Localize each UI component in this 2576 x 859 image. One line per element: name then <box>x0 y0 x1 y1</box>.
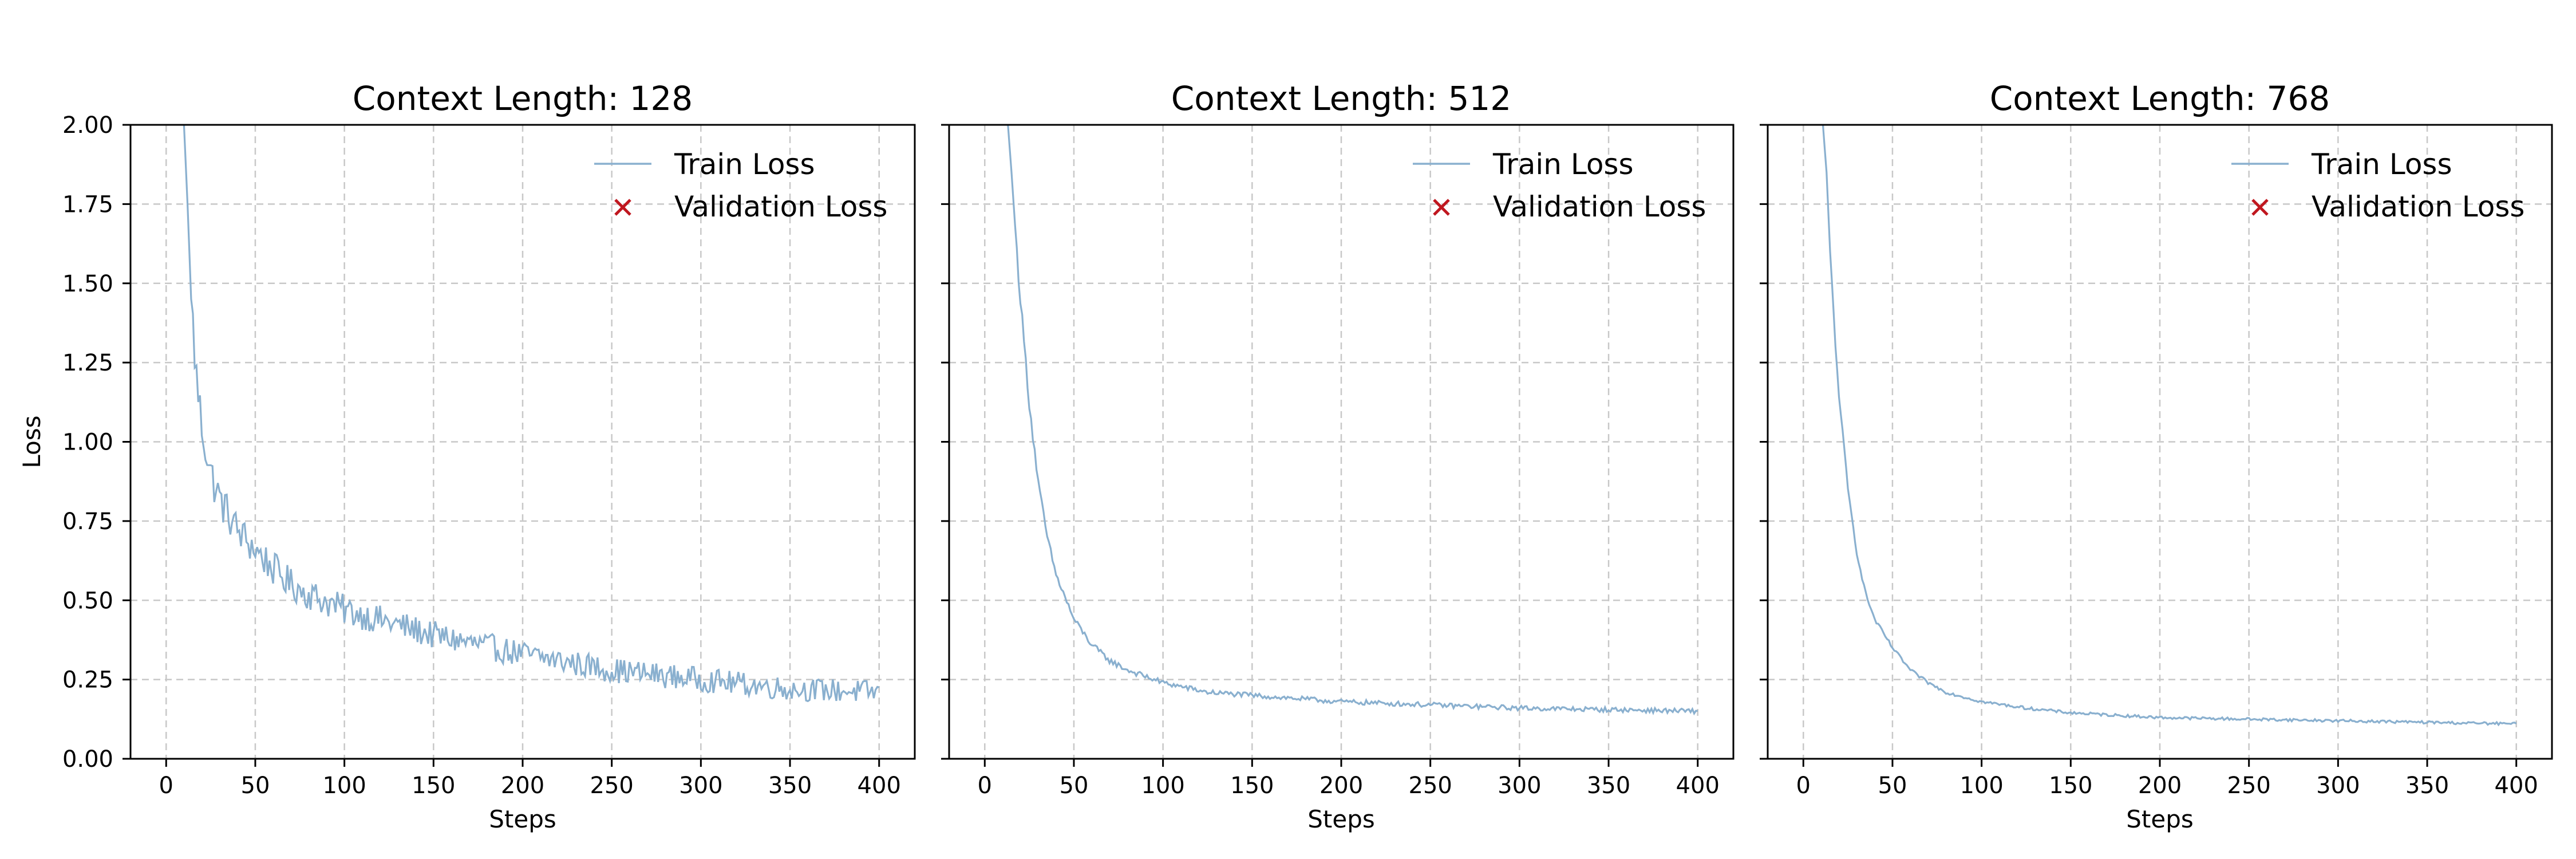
x-axis-label: Steps <box>2126 805 2194 833</box>
y-axis-label: Loss <box>18 415 46 468</box>
x-tick-label: 150 <box>412 773 455 799</box>
x-tick-label: 250 <box>2227 773 2271 799</box>
x-tick-label: 50 <box>241 773 270 799</box>
x-tick-label: 100 <box>1959 773 2003 799</box>
x-tick-label: 300 <box>679 773 722 799</box>
x-tick-label: 350 <box>2405 773 2449 799</box>
y-tick-label: 0.75 <box>62 509 113 535</box>
x-tick-label: 150 <box>1230 773 1274 799</box>
y-tick-label: 0.25 <box>62 667 113 693</box>
y-tick-label: 1.25 <box>62 350 113 376</box>
x-tick-label: 400 <box>2495 773 2538 799</box>
x-tick-label: 350 <box>768 773 812 799</box>
x-tick-label: 300 <box>2316 773 2360 799</box>
train-loss-line <box>1007 125 1698 716</box>
x-tick-label: 50 <box>1878 773 1907 799</box>
x-tick-label: 50 <box>1060 773 1089 799</box>
chart-panel-1: 0 50 100 150 200 250 300 350 400 0.00 0.25 0.50 0.75… <box>18 79 916 833</box>
y-tick-label: 0.50 <box>62 588 113 614</box>
legend-validation-marker <box>2251 199 2269 216</box>
x-tick-label: 0 <box>159 773 173 799</box>
legend-train-label: Train Loss <box>1492 148 1634 181</box>
legend-validation-label: Validation Loss <box>1493 190 1706 223</box>
x-tick-label: 400 <box>858 773 901 799</box>
x-tick-label: 250 <box>590 773 634 799</box>
x-tick-label: 0 <box>1796 773 1811 799</box>
legend-validation-marker <box>614 199 631 216</box>
train-loss-line <box>183 125 880 703</box>
chart-panel-3: 0 50 100 150 200 250 300 350 400 Context Length: … <box>1760 79 2553 833</box>
y-tick-label: 1.50 <box>62 271 113 297</box>
x-tick-label: 100 <box>322 773 366 799</box>
x-axis-label: Steps <box>1307 805 1375 833</box>
x-tick-label: 250 <box>1409 773 1452 799</box>
x-tick-label: 0 <box>978 773 992 799</box>
x-tick-label: 200 <box>1319 773 1363 799</box>
x-tick-label: 100 <box>1141 773 1184 799</box>
x-tick-label: 150 <box>2049 773 2092 799</box>
x-tick-label: 200 <box>2138 773 2182 799</box>
legend-validation-marker <box>1433 199 1450 216</box>
x-tick-label: 300 <box>1498 773 1541 799</box>
chart-panel-2: 0 50 100 150 200 250 300 350 400 Context Length: … <box>941 79 1735 833</box>
legend-train-label: Train Loss <box>2311 148 2452 181</box>
legend-train-label: Train Loss <box>674 148 815 181</box>
x-tick-label: 350 <box>1587 773 1630 799</box>
legend-validation-label: Validation Loss <box>2312 190 2524 223</box>
x-tick-label: 400 <box>1676 773 1720 799</box>
y-tick-label: 0.00 <box>62 746 113 773</box>
y-tick-label: 1.00 <box>62 430 113 456</box>
y-tick-label: 2.00 <box>62 112 113 139</box>
chart-title: Context Length: 512 <box>1171 79 1511 118</box>
y-tick-label: 1.75 <box>62 191 113 218</box>
x-axis-label: Steps <box>489 805 556 833</box>
legend-validation-label: Validation Loss <box>674 190 887 223</box>
x-tick-label: 200 <box>501 773 544 799</box>
chart-title: Context Length: 768 <box>1990 79 2330 118</box>
chart-title: Context Length: 128 <box>353 79 693 118</box>
train-loss-line <box>1822 125 2517 727</box>
